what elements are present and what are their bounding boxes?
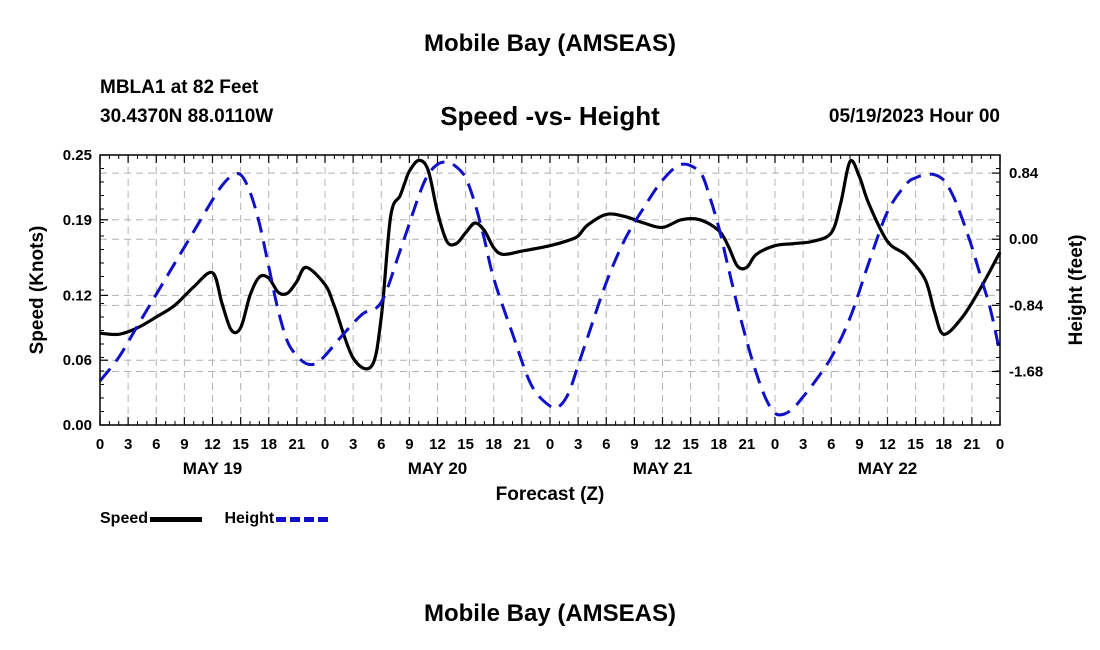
y-left-tick-label: 0.12: [63, 287, 92, 304]
plot-frame: [99, 154, 1001, 426]
x-tick-label: 18: [485, 436, 502, 453]
x-tick-label: 0: [546, 436, 554, 453]
x-tick-label: 9: [855, 436, 863, 453]
x-tick-label: 21: [964, 436, 981, 453]
y-right-tick-label: 0.84: [1009, 165, 1039, 182]
forecast-datetime: 05/19/2023 Hour 00: [828, 106, 1000, 127]
series-line-height: [98, 160, 1002, 417]
x-tick-label: 9: [180, 436, 188, 453]
x-tick-label: 18: [935, 436, 952, 453]
y-right-tick-label: -1.68: [1009, 363, 1043, 380]
x-tick-label: 12: [879, 436, 896, 453]
x-tick-label: 15: [682, 436, 699, 453]
legend-swatch-speed: [150, 516, 203, 522]
x-tick-label: 9: [405, 436, 413, 453]
legend-swatch-height: [276, 516, 329, 522]
legend-label-speed: Speed: [100, 510, 149, 527]
x-tick-label: 15: [232, 436, 249, 453]
y-right-axis-label: Height (feet): [1066, 235, 1087, 346]
x-tick-label: 12: [654, 436, 671, 453]
x-tick-label: 3: [124, 436, 132, 453]
x-tick-label: 6: [152, 436, 160, 453]
y-left-axis-label: Speed (Knots): [27, 226, 48, 355]
day-label: MAY 19: [183, 459, 243, 478]
y-left-tick-label: 0.25: [63, 147, 92, 164]
x-tick-label: 6: [827, 436, 835, 453]
station-coordinates: 30.4370N 88.0110W: [100, 106, 274, 127]
chart-footer-title: Mobile Bay (AMSEAS): [423, 600, 677, 627]
x-tick-label: 18: [710, 436, 727, 453]
y-left-tick-label: 0.00: [63, 417, 92, 434]
frame-layer: [99, 154, 1001, 426]
x-tick-label: 15: [907, 436, 924, 453]
x-tick-label: 12: [204, 436, 221, 453]
day-label: MAY 20: [408, 459, 468, 478]
x-tick-label: 12: [429, 436, 446, 453]
x-tick-label: 21: [289, 436, 306, 453]
legend-label-height: Height: [224, 510, 275, 527]
x-tick-label: 0: [96, 436, 104, 453]
y-left-tick-label: 0.19: [63, 212, 92, 229]
x-axis-label: Forecast (Z): [496, 484, 605, 505]
x-tick-label: 0: [771, 436, 779, 453]
x-tick-label: 0: [996, 436, 1004, 453]
x-tick-label: 3: [799, 436, 807, 453]
day-label: MAY 22: [858, 459, 918, 478]
series-line-speed: [99, 158, 1002, 371]
y-right-tick-label: 0.00: [1009, 231, 1038, 248]
day-label: MAY 21: [633, 459, 693, 478]
x-tick-label: 3: [574, 436, 582, 453]
x-tick-label: 9: [630, 436, 638, 453]
chart-subtitle: Speed -vs- Height: [440, 101, 660, 131]
grid-layer: [100, 155, 1000, 425]
x-tick-label: 0: [321, 436, 329, 453]
x-tick-label: 18: [260, 436, 277, 453]
legend-item-height: Height: [224, 510, 329, 528]
chart-legend: Speed Height: [100, 510, 346, 528]
series-layer: [98, 158, 1002, 417]
x-tick-label: 21: [514, 436, 531, 453]
x-tick-label: 21: [739, 436, 756, 453]
y-left-tick-label: 0.06: [63, 352, 92, 369]
y-right-tick-label: -0.84: [1009, 297, 1044, 314]
label-layer: 0 3 6 9 12 15 18 21 0 3 6 9 12 15 18 21 0 3 6 9 12 15 18 21 0 3 6 9…: [27, 147, 1087, 505]
x-tick-label: 6: [602, 436, 610, 453]
legend-item-speed: Speed: [100, 510, 203, 528]
x-tick-label: 15: [457, 436, 474, 453]
chart-main-title: Mobile Bay (AMSEAS): [423, 30, 677, 57]
x-tick-label: 3: [349, 436, 357, 453]
x-tick-label: 6: [377, 436, 385, 453]
station-label: MBLA1 at 82 Feet: [100, 77, 259, 98]
